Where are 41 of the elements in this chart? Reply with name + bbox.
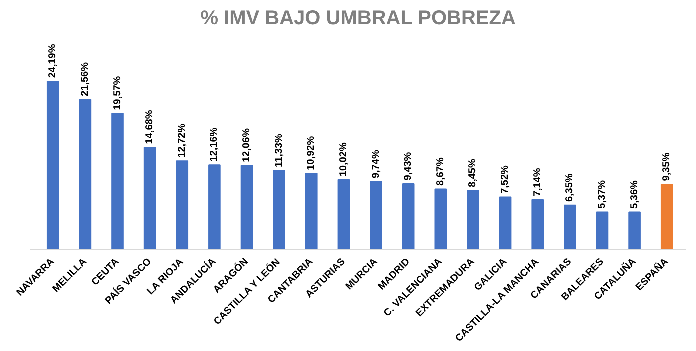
data-label: 12,16% <box>209 128 220 162</box>
data-label: 6,35% <box>564 174 576 202</box>
bar <box>499 196 512 250</box>
data-label: 9,43% <box>403 152 414 181</box>
bar <box>240 165 254 250</box>
bar <box>467 190 480 250</box>
bar <box>79 99 92 250</box>
data-label: 5,37% <box>596 180 608 209</box>
bar <box>564 204 576 250</box>
data-label: 21,56% <box>80 62 91 96</box>
bar <box>434 188 448 250</box>
bar <box>628 212 641 250</box>
data-label: 10,92% <box>306 136 318 170</box>
data-label: 8,45% <box>468 159 479 188</box>
data-label: 19,57% <box>112 76 124 110</box>
data-label: 24,19% <box>48 44 59 78</box>
data-label: 7,14% <box>532 168 544 197</box>
bar <box>273 170 286 250</box>
data-label: 14,68% <box>144 110 156 144</box>
bar <box>660 184 674 250</box>
bar <box>112 113 124 250</box>
data-label: 8,67% <box>435 157 446 186</box>
data-label: 9,35% <box>662 152 673 182</box>
bar <box>46 81 60 250</box>
bar <box>596 212 609 250</box>
bar <box>305 173 318 250</box>
bar <box>176 160 189 250</box>
chart-title: % IMV BAJO UMBRAL POBREZA <box>200 8 516 30</box>
bar <box>402 184 415 250</box>
data-label: 11,33% <box>274 134 285 168</box>
data-label: 5,36% <box>629 180 640 209</box>
bar <box>532 199 544 250</box>
data-label: 12,72% <box>176 124 188 158</box>
data-label: 10,02% <box>338 142 350 177</box>
bar <box>338 179 350 250</box>
bar <box>144 147 156 250</box>
data-label: 7,52% <box>500 165 512 194</box>
bar <box>370 181 382 250</box>
data-label: 9,74% <box>370 150 382 179</box>
bar <box>208 164 221 250</box>
data-label: 12,06% <box>242 128 253 162</box>
